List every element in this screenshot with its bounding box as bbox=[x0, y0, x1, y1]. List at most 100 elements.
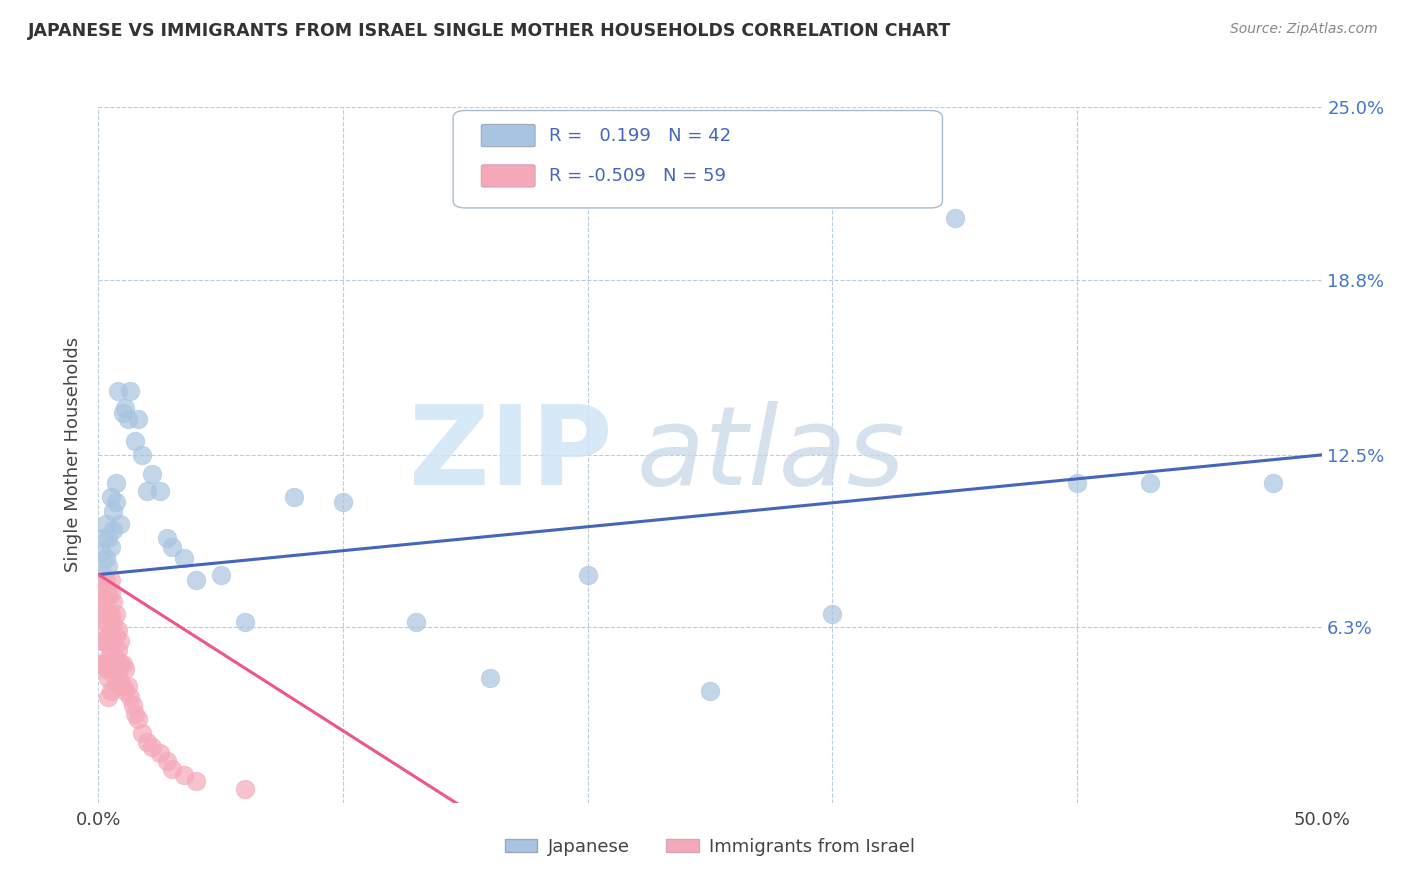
Point bbox=[100, 540, 122, 554]
Point bbox=[186, 773, 208, 788]
Point bbox=[101, 657, 124, 671]
Point bbox=[160, 763, 183, 777]
Point bbox=[90, 587, 112, 601]
Point bbox=[160, 540, 183, 554]
Point bbox=[478, 671, 501, 685]
FancyBboxPatch shape bbox=[481, 165, 536, 187]
Point bbox=[156, 532, 179, 546]
Point bbox=[107, 667, 129, 681]
Point bbox=[91, 532, 114, 546]
Text: R =   0.199   N = 42: R = 0.199 N = 42 bbox=[548, 127, 731, 145]
Point bbox=[233, 615, 256, 629]
Point bbox=[127, 712, 149, 726]
Point bbox=[97, 532, 120, 546]
Point bbox=[943, 211, 966, 226]
Text: JAPANESE VS IMMIGRANTS FROM ISRAEL SINGLE MOTHER HOUSEHOLDS CORRELATION CHART: JAPANESE VS IMMIGRANTS FROM ISRAEL SINGL… bbox=[28, 22, 952, 40]
Point bbox=[332, 495, 354, 509]
Point bbox=[283, 490, 305, 504]
Point bbox=[90, 657, 112, 671]
Point bbox=[173, 768, 195, 782]
Legend: Japanese, Immigrants from Israel: Japanese, Immigrants from Israel bbox=[498, 831, 922, 863]
Point bbox=[97, 651, 120, 665]
Point bbox=[94, 595, 117, 609]
Point bbox=[104, 495, 127, 509]
Point bbox=[110, 657, 132, 671]
Point bbox=[120, 690, 142, 704]
Point bbox=[94, 517, 117, 532]
Point bbox=[209, 567, 232, 582]
Point bbox=[101, 634, 124, 648]
Point bbox=[97, 671, 120, 685]
Point bbox=[100, 573, 122, 587]
Point bbox=[100, 607, 122, 621]
Point bbox=[101, 615, 124, 629]
Point bbox=[141, 467, 163, 482]
Point bbox=[97, 629, 120, 643]
Point bbox=[405, 615, 427, 629]
Text: atlas: atlas bbox=[637, 401, 905, 508]
Point bbox=[101, 503, 124, 517]
Point bbox=[100, 624, 122, 638]
Point bbox=[127, 411, 149, 425]
Point bbox=[110, 634, 132, 648]
Point bbox=[576, 567, 599, 582]
Point bbox=[104, 607, 127, 621]
Point bbox=[110, 517, 132, 532]
Point bbox=[110, 679, 132, 693]
Point bbox=[111, 657, 134, 671]
Point bbox=[131, 726, 153, 740]
Point bbox=[1261, 475, 1284, 490]
Point bbox=[97, 587, 120, 601]
Point bbox=[100, 662, 122, 676]
Y-axis label: Single Mother Households: Single Mother Households bbox=[65, 337, 83, 573]
Point bbox=[149, 746, 172, 760]
FancyBboxPatch shape bbox=[453, 111, 942, 208]
Point bbox=[124, 706, 146, 721]
Text: Source: ZipAtlas.com: Source: ZipAtlas.com bbox=[1230, 22, 1378, 37]
Point bbox=[94, 615, 117, 629]
Point bbox=[107, 624, 129, 638]
Point bbox=[173, 550, 195, 565]
Point bbox=[699, 684, 721, 698]
Point bbox=[91, 579, 114, 593]
Point bbox=[120, 384, 142, 398]
Point bbox=[117, 411, 139, 425]
Point bbox=[117, 679, 139, 693]
Point bbox=[233, 781, 256, 796]
Point bbox=[1066, 475, 1088, 490]
Point bbox=[90, 607, 112, 621]
Point bbox=[107, 642, 129, 657]
Point bbox=[104, 475, 127, 490]
Point bbox=[156, 754, 179, 768]
Point bbox=[97, 559, 120, 574]
Point bbox=[94, 634, 117, 648]
Point bbox=[101, 523, 124, 537]
Point bbox=[97, 607, 120, 621]
Point bbox=[97, 690, 120, 704]
Point bbox=[94, 573, 117, 587]
Point bbox=[100, 684, 122, 698]
Point bbox=[101, 595, 124, 609]
Point bbox=[91, 567, 114, 582]
Point bbox=[114, 662, 136, 676]
Point bbox=[100, 587, 122, 601]
Text: ZIP: ZIP bbox=[409, 401, 612, 508]
Point bbox=[107, 384, 129, 398]
Point bbox=[114, 684, 136, 698]
Point bbox=[136, 734, 159, 748]
Point bbox=[91, 615, 114, 629]
Point bbox=[1139, 475, 1161, 490]
Point bbox=[91, 634, 114, 648]
Point bbox=[121, 698, 143, 713]
Point bbox=[100, 490, 122, 504]
Point bbox=[94, 550, 117, 565]
Point bbox=[186, 573, 208, 587]
Point bbox=[111, 406, 134, 420]
Point bbox=[136, 484, 159, 499]
FancyBboxPatch shape bbox=[481, 124, 536, 146]
Point bbox=[821, 607, 844, 621]
Point bbox=[90, 545, 112, 559]
Point bbox=[94, 662, 117, 676]
Point bbox=[104, 651, 127, 665]
Point bbox=[141, 740, 163, 755]
